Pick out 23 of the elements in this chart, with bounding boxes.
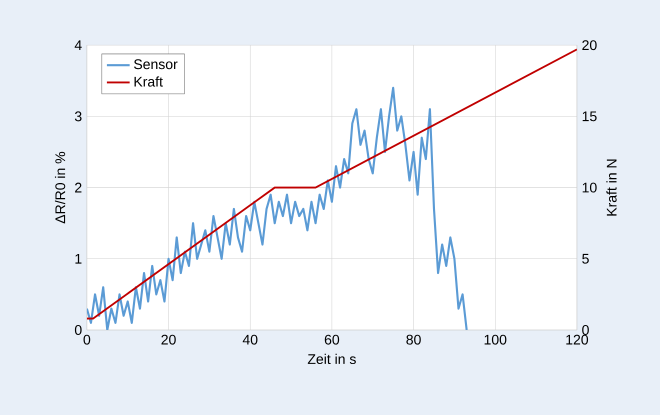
x-tick-label: 0 xyxy=(84,334,90,345)
y2-axis-title: Kraft in N xyxy=(606,160,617,216)
x-tick-label: 80 xyxy=(406,334,421,345)
legend-label: Sensor xyxy=(134,59,178,70)
y2-tick-label: 10 xyxy=(582,182,597,193)
x-tick-label: 60 xyxy=(324,334,340,345)
y2-tick-label: 0 xyxy=(582,325,589,335)
x-axis-title: Zeit in s xyxy=(308,354,356,364)
y-axis-title: ΔR/R0 in % xyxy=(54,152,66,224)
y-tick-label: 0 xyxy=(74,325,82,335)
line-series xyxy=(86,86,468,330)
y-tick-label: 3 xyxy=(74,111,82,122)
y2-tick-label: 5 xyxy=(582,254,589,264)
x-tick-label: 120 xyxy=(566,334,588,345)
x-tick-label: 20 xyxy=(161,334,176,345)
y-tick-label: 2 xyxy=(75,182,82,192)
x-tick-label: 100 xyxy=(484,334,506,345)
y2-tick-label: 20 xyxy=(582,40,597,50)
y2-tick-label: 15 xyxy=(582,111,597,122)
x-tick-label: 40 xyxy=(242,334,258,345)
legend-label: Kraft xyxy=(134,76,163,87)
y-tick-label: 1 xyxy=(75,254,82,264)
y-tick-label: 4 xyxy=(74,40,82,50)
